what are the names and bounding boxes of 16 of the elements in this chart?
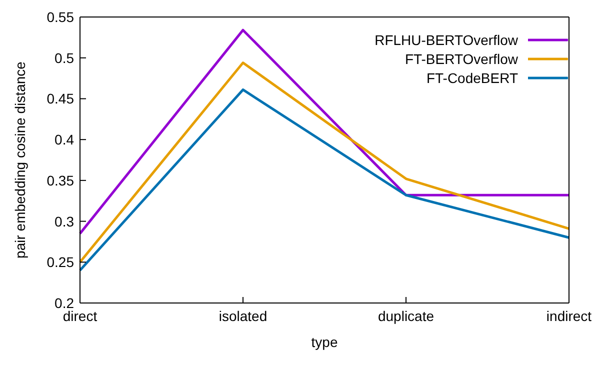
legend-label: RFLHU-BERTOverflow bbox=[374, 32, 518, 48]
y-tick-label: 0.5 bbox=[54, 50, 74, 66]
legend-label: FT-BERTOverflow bbox=[404, 50, 518, 66]
x-tick-label: duplicate bbox=[378, 308, 434, 324]
y-tick-label: 0.4 bbox=[54, 132, 74, 148]
y-tick-label: 0.25 bbox=[46, 254, 74, 270]
y-tick-label: 0.3 bbox=[54, 213, 74, 230]
x-tick-label: indirect bbox=[546, 308, 592, 324]
y-tick-label: 0.45 bbox=[46, 90, 74, 107]
legend-label: FT-CodeBERT bbox=[426, 70, 518, 86]
y-axis-title: pair embedding cosine distance bbox=[12, 61, 28, 258]
line-series bbox=[78, 88, 570, 272]
x-tick-label: isolated bbox=[218, 308, 268, 324]
x-axis-title: type bbox=[311, 334, 338, 350]
y-tick-label: 0.35 bbox=[46, 172, 74, 188]
y-tick-label: 0.55 bbox=[46, 8, 74, 25]
